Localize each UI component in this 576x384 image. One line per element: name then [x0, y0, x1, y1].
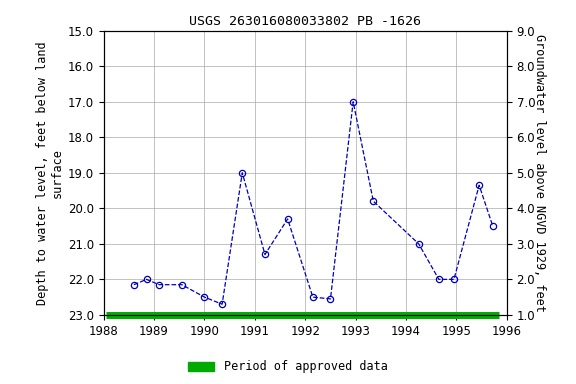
Y-axis label: Groundwater level above NGVD 1929, feet: Groundwater level above NGVD 1929, feet — [533, 34, 547, 312]
Title: USGS 263016080033802 PB -1626: USGS 263016080033802 PB -1626 — [190, 15, 421, 28]
Legend: Period of approved data: Period of approved data — [184, 356, 392, 378]
Y-axis label: Depth to water level, feet below land
surface: Depth to water level, feet below land su… — [36, 41, 64, 305]
